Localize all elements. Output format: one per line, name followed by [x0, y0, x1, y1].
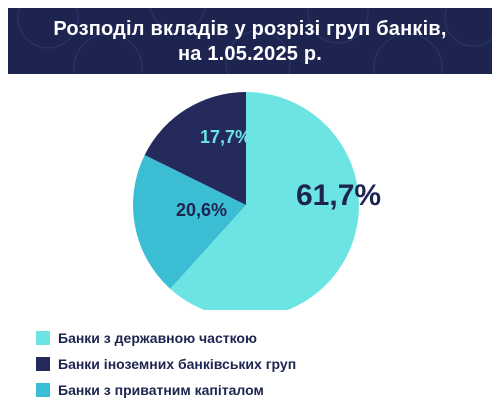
legend-label-state-banks: Банки з державною часткою — [58, 330, 257, 346]
pie-chart: 61,7% 20,6% 17,7% — [132, 92, 381, 310]
pie-slice-private-banks — [132, 154, 246, 289]
chart-title-line-2: на 1.05.2025 р. — [177, 43, 323, 65]
pie-slice-foreign-banks — [144, 92, 246, 205]
pie-slice-state-banks — [170, 92, 359, 310]
pie-label-private-banks: 20,6% — [176, 200, 227, 220]
pie-value-labels: 61,7% 20,6% 17,7% — [176, 127, 381, 220]
chart-header: Розподіл вкладів у розрізі груп банків, … — [8, 8, 492, 74]
pie-slices — [132, 92, 359, 310]
pie-label-state-banks: 61,7% — [296, 179, 381, 212]
chart-title: Розподіл вкладів у розрізі груп банків, … — [8, 17, 492, 67]
legend-swatch-state-banks — [36, 331, 50, 345]
legend-swatch-foreign-banks — [36, 357, 50, 371]
pie-label-foreign-banks: 17,7% — [200, 127, 251, 147]
header-pattern — [17, 8, 492, 74]
chart-title-line-1: Розподіл вкладів у розрізі груп банків, — [53, 18, 447, 40]
legend-label-private-banks: Банки з приватним капіталом — [58, 382, 264, 398]
legend-swatch-private-banks — [36, 383, 50, 397]
legend-label-foreign-banks: Банки іноземних банківських груп — [58, 356, 297, 372]
